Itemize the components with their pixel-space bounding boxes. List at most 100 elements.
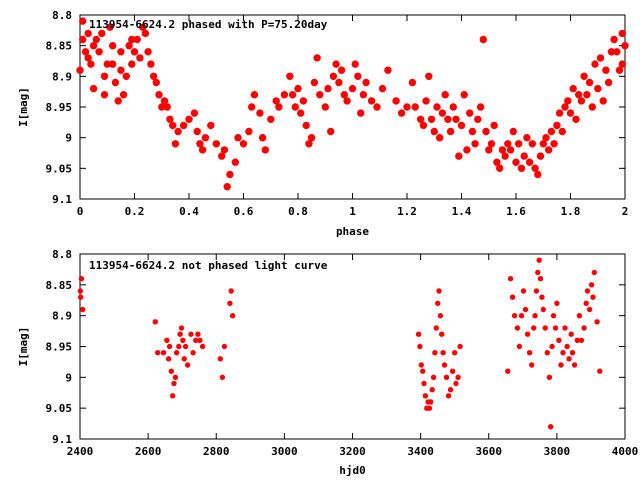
data-point	[528, 140, 536, 148]
data-point	[443, 374, 450, 380]
data-point	[122, 72, 131, 81]
data-point	[572, 115, 580, 124]
data-point	[219, 374, 226, 380]
x-tick-label: 1	[349, 205, 356, 218]
x-tick-label: 3200	[339, 445, 366, 458]
x-axis-label: phase	[336, 225, 369, 238]
data-point	[452, 350, 458, 356]
data-point	[449, 103, 457, 111]
data-point	[152, 78, 161, 87]
data-point	[433, 103, 441, 111]
data-point	[437, 313, 444, 319]
data-point	[256, 109, 264, 117]
data-point	[357, 109, 365, 117]
data-point	[397, 109, 406, 117]
data-point	[79, 35, 87, 44]
y-tick-label: 9	[65, 132, 72, 145]
data-point	[76, 66, 84, 74]
data-point	[84, 29, 92, 38]
data-point	[272, 97, 280, 105]
x-tick-label: 2	[622, 205, 629, 218]
data-point	[430, 374, 437, 380]
data-point	[438, 109, 447, 117]
data-point	[566, 356, 572, 362]
data-point	[504, 140, 512, 148]
data-point	[324, 84, 332, 93]
data-point	[141, 29, 150, 38]
data-point	[440, 350, 446, 356]
x-tick-label: 0	[77, 205, 84, 218]
data-point	[160, 97, 169, 105]
data-point	[288, 91, 297, 99]
data-point	[588, 103, 596, 111]
x-tick-label: 1.4	[452, 205, 472, 218]
data-point	[436, 288, 442, 294]
data-point	[584, 288, 591, 294]
data-point	[506, 146, 515, 154]
data-point	[196, 140, 204, 148]
data-point	[591, 60, 599, 68]
data-point	[547, 127, 556, 136]
data-point	[604, 78, 613, 87]
data-point	[514, 325, 521, 331]
data-point	[537, 276, 544, 282]
data-point	[466, 109, 474, 117]
data-point	[170, 393, 176, 399]
data-point	[84, 54, 92, 62]
data-point	[415, 331, 422, 337]
data-point	[525, 158, 534, 166]
data-point	[144, 48, 152, 56]
data-point	[163, 103, 171, 111]
data-point	[566, 109, 575, 117]
data-point	[425, 72, 433, 81]
data-point	[267, 115, 275, 124]
data-point	[569, 350, 576, 356]
data-point	[498, 146, 507, 154]
x-tick-label: 0.4	[179, 205, 199, 218]
data-point	[117, 66, 125, 74]
data-point	[78, 276, 85, 282]
data-point	[95, 48, 103, 56]
data-point	[119, 91, 128, 99]
data-point	[550, 140, 558, 148]
data-point	[190, 109, 199, 117]
data-point	[165, 356, 172, 362]
data-point	[286, 72, 294, 81]
data-point	[452, 115, 460, 124]
data-point	[422, 393, 429, 399]
data-point	[128, 60, 136, 68]
y-axis-label: I[mag]	[17, 87, 30, 127]
data-point	[378, 84, 387, 93]
data-point	[552, 325, 559, 331]
data-point	[193, 127, 201, 136]
data-point	[373, 103, 381, 111]
data-point	[207, 121, 215, 130]
data-point	[221, 343, 228, 350]
data-point	[359, 91, 368, 99]
data-point	[610, 35, 618, 44]
data-point	[441, 362, 448, 368]
x-tick-label: 2800	[203, 445, 230, 458]
data-point	[155, 91, 163, 99]
data-point	[583, 300, 589, 306]
data-point	[217, 356, 224, 362]
x-tick-label: 0.2	[125, 205, 145, 218]
data-point	[81, 48, 90, 56]
data-point	[250, 91, 259, 99]
data-point	[457, 343, 463, 350]
data-point	[332, 60, 340, 68]
data-point	[223, 183, 231, 191]
data-point	[575, 91, 583, 99]
data-point	[297, 109, 305, 117]
data-point	[507, 276, 514, 282]
data-point	[426, 405, 433, 411]
data-point	[367, 97, 376, 105]
data-point	[535, 269, 541, 276]
data-point	[218, 152, 226, 160]
data-point	[248, 103, 256, 111]
data-point	[591, 269, 597, 276]
y-tick-label: 8.85	[46, 40, 73, 53]
data-points	[76, 17, 629, 191]
data-point	[476, 103, 485, 111]
